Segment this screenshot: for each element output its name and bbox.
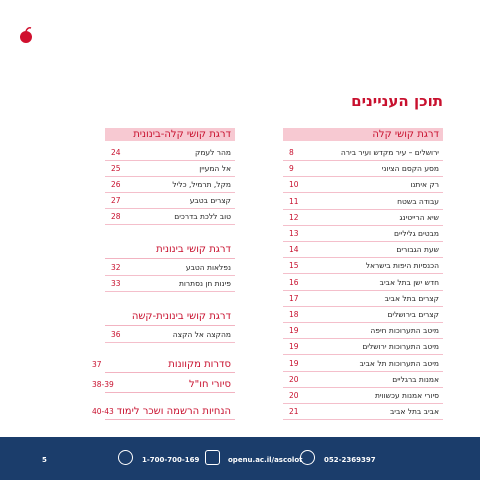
toc-row: קצרים בתל אביב 17: [283, 291, 443, 307]
toc-label: חדש ישן בתל אביב: [379, 277, 439, 287]
toc-row: מיטב התערוכות ירושלים 19: [283, 339, 443, 356]
toc-page: 33: [111, 279, 121, 288]
toc-row: קצרים בטבע 27: [105, 193, 235, 209]
toc-page: 14: [289, 245, 299, 255]
toc-page: 17: [289, 293, 299, 303]
toc-label: מיטב התערוכות חיפה: [370, 326, 439, 336]
toc-row: קצרים בירושלים 18: [283, 307, 443, 323]
toc-row: אמנות ברגליים 20: [283, 372, 443, 388]
title: תוכן העניינים: [351, 92, 443, 110]
toc-label: שיא הרייטינג: [399, 212, 439, 222]
phone[interactable]: 1-700-700-169: [142, 456, 200, 464]
toc-row: מיטב התערוכות חיפה 19: [283, 323, 443, 340]
toc-page: 10: [289, 180, 299, 190]
toc-row: טוב ללכת בדרכים 28: [105, 209, 235, 225]
toc-row: מבטים גליליים 13: [283, 226, 443, 242]
toc-label: קצרים בטבע: [189, 196, 231, 205]
toc-page: 26: [111, 180, 121, 189]
toc-page: 8: [289, 148, 294, 157]
toc-label: מבטים גליליים: [394, 229, 439, 238]
whatsapp-icon: [300, 450, 315, 465]
toc-label: קצרים בירושלים: [387, 310, 439, 319]
toc-row: מהר לעמק 24: [105, 145, 235, 161]
toc-page: 9: [289, 164, 294, 174]
toc-label: אביב בתל אביב: [389, 407, 439, 417]
footer: [0, 437, 480, 480]
toc-row: עבודה בשטח 11: [283, 194, 443, 210]
toc-page: 16: [289, 277, 299, 287]
toc-label: מקל, תרמיל, כליל: [172, 180, 231, 189]
section-heading: סדרות מקוונות 37: [92, 357, 235, 373]
toc-row: מיטב התערוכות תל אביב 19: [283, 356, 443, 372]
toc-page: 20: [289, 391, 299, 400]
toc-label: טוב ללכת בדרכים: [174, 212, 231, 221]
toc-page: 19: [289, 358, 299, 368]
toc-page: 25: [111, 164, 121, 173]
toc-row: הכנסיות היפות בישראל 15: [283, 258, 443, 275]
toc-label: מהר לעמק: [195, 148, 231, 157]
toc-page: 13: [289, 229, 299, 238]
toc-page: 38-39: [92, 380, 114, 389]
section-heading: דרגת קושי קלה-בינונית: [105, 128, 235, 141]
toc-label: רק איתנו: [410, 180, 439, 190]
toc-page: 36: [111, 330, 121, 339]
toc-label: הכנסיות היפות בישראל: [365, 261, 439, 271]
toc-row: מהקצה אל הקצה 36: [105, 327, 235, 343]
toc-page: 12: [289, 212, 299, 222]
toc-row: חדש ישן בתל אביב 16: [283, 275, 443, 291]
toc-label: אמנות ברגליים: [392, 374, 439, 384]
section-heading: סיורי חו"ל 38-39: [92, 377, 235, 393]
toc-page: 15: [289, 261, 299, 271]
toc-row: מסע הקסם הציוני 9: [283, 161, 443, 178]
website[interactable]: openu.ac.il/ascolot: [228, 456, 303, 464]
toc-page: 27: [111, 196, 121, 205]
toc-page: 37: [92, 360, 102, 369]
toc-row: פינות חן נסתרות 33: [105, 276, 235, 292]
toc-label: שעת הגבורים: [396, 245, 439, 255]
toc-page: 24: [111, 148, 121, 157]
toc-label: מיטב התערוכות ירושלים: [362, 342, 439, 352]
toc-row: מקל, תרמיל, כליל 26: [105, 177, 235, 193]
section-heading: דרגת קושי בינונית: [105, 243, 235, 259]
toc-page: 19: [289, 342, 299, 352]
toc-row: ירושלים – עיר מקדש ועיר בירה 8: [283, 145, 443, 161]
toc-page: 11: [289, 196, 299, 206]
toc-label: עבודה בשטח: [397, 196, 439, 206]
toc-label: מיטב התערוכות תל אביב: [359, 358, 439, 368]
toc-row: נפלאות הטבע 32: [105, 260, 235, 276]
toc-row: סיורי אמנות עכשווית 20: [283, 388, 443, 404]
page-number: 5: [42, 456, 47, 464]
toc-row: אביב בתל אביב 21: [283, 404, 443, 421]
toc-row: רק איתנו 10: [283, 177, 443, 194]
toc-label: מהקצה אל הקצה: [172, 330, 231, 339]
apple-logo: [20, 27, 32, 43]
section-heading: הנחיות הרשמה ושכר לימוד 40-43: [92, 404, 235, 420]
toc-label: אל המעיין: [199, 164, 231, 173]
toc-label: קצרים בתל אביב: [384, 293, 439, 303]
web-icon: [205, 450, 220, 465]
toc-page: 19: [289, 326, 299, 336]
toc-row: שיא הרייטינג 12: [283, 210, 443, 226]
whatsapp[interactable]: 052-2369397: [324, 456, 376, 464]
toc-page: 40-43: [92, 407, 114, 416]
toc-row: שעת הגבורים 14: [283, 242, 443, 259]
section-heading: דרגת קושי בינונית-קשה: [105, 310, 235, 326]
toc-page: 20: [289, 374, 299, 384]
toc-row: אל המעיין 25: [105, 161, 235, 177]
toc-page: 28: [111, 212, 121, 221]
section-heading: דרגת קושי קלה: [283, 128, 443, 141]
toc-page: 21: [289, 407, 299, 417]
toc-label: פינות חן נסתרות: [178, 279, 231, 288]
phone-icon: [118, 450, 133, 465]
toc-label: ירושלים – עיר מקדש ועיר בירה: [340, 148, 439, 157]
toc-label: מסע הקסם הציוני: [381, 164, 439, 174]
toc-page: 32: [111, 263, 121, 272]
toc-label: סיורי אמנות עכשווית: [374, 391, 439, 400]
toc-label: נפלאות הטבע: [185, 263, 231, 272]
toc-page: 18: [289, 310, 299, 319]
